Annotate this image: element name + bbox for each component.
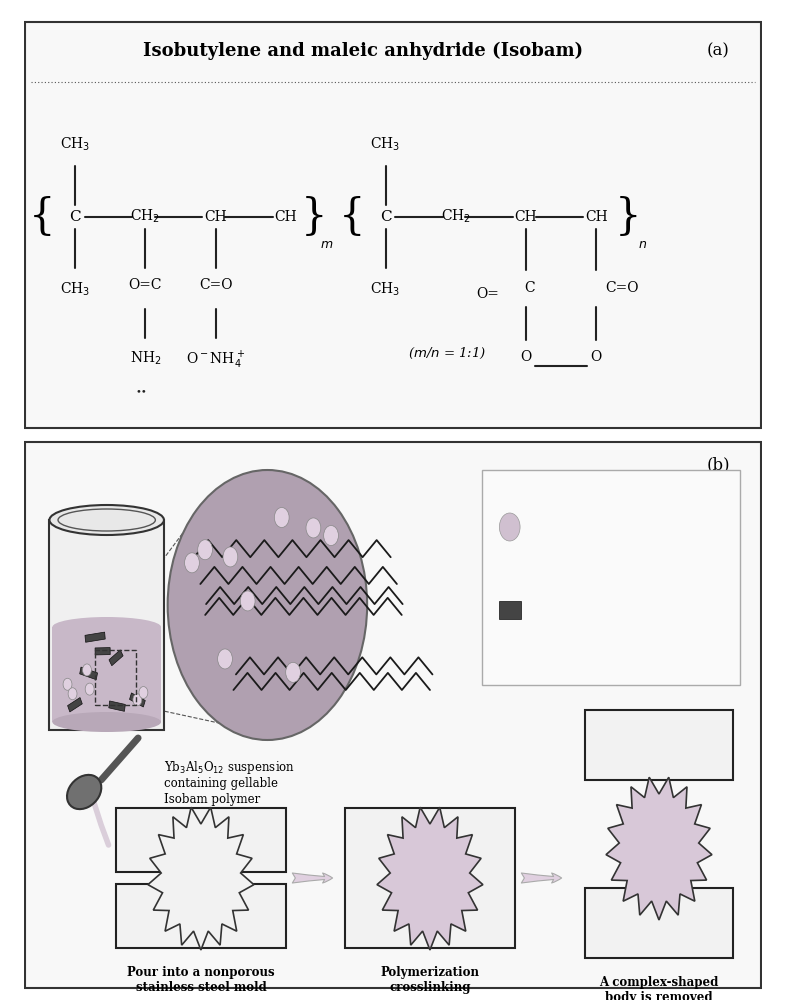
Text: }: } bbox=[615, 196, 641, 238]
Text: $n$: $n$ bbox=[638, 238, 647, 251]
Ellipse shape bbox=[67, 775, 101, 809]
Text: CH: CH bbox=[585, 210, 608, 224]
Circle shape bbox=[198, 540, 212, 560]
Text: Isobutylene and maleic anhydride (Isobam): Isobutylene and maleic anhydride (Isobam… bbox=[143, 42, 583, 60]
Text: }: } bbox=[301, 196, 327, 238]
Text: Yb$_3$Al$_5$O$_{12}$ powder: Yb$_3$Al$_5$O$_{12}$ powder bbox=[530, 518, 653, 536]
Text: O$^-$NH$_4^+$: O$^-$NH$_4^+$ bbox=[186, 350, 245, 371]
Circle shape bbox=[167, 470, 367, 740]
Text: $m$: $m$ bbox=[320, 238, 333, 251]
Ellipse shape bbox=[53, 617, 161, 637]
Ellipse shape bbox=[50, 505, 164, 535]
Polygon shape bbox=[108, 701, 125, 711]
Text: C: C bbox=[380, 210, 391, 224]
Text: CH$_2$: CH$_2$ bbox=[130, 208, 160, 226]
Circle shape bbox=[83, 664, 91, 676]
Text: CH: CH bbox=[274, 210, 297, 224]
Text: {: { bbox=[29, 196, 55, 238]
Bar bbox=[116, 884, 286, 948]
Polygon shape bbox=[68, 698, 83, 712]
Text: CH: CH bbox=[204, 210, 227, 224]
Bar bbox=[585, 888, 733, 958]
Polygon shape bbox=[95, 648, 110, 655]
Text: CH$_3$: CH$_3$ bbox=[61, 135, 90, 153]
Bar bbox=[116, 808, 286, 872]
Circle shape bbox=[285, 662, 300, 682]
Polygon shape bbox=[377, 807, 483, 950]
Text: O: O bbox=[520, 350, 531, 364]
Text: O=: O= bbox=[476, 286, 499, 300]
Circle shape bbox=[324, 526, 339, 546]
Text: (b): (b) bbox=[707, 456, 730, 474]
Circle shape bbox=[306, 518, 321, 538]
Text: A complex-shaped
body is removed
from the mold: A complex-shaped body is removed from th… bbox=[599, 976, 718, 1000]
Circle shape bbox=[499, 513, 520, 541]
Text: C=O: C=O bbox=[605, 281, 639, 295]
Text: {: { bbox=[339, 196, 365, 238]
Text: CH: CH bbox=[515, 210, 538, 224]
Bar bbox=[50, 520, 164, 730]
Text: CH$_3$: CH$_3$ bbox=[61, 281, 90, 298]
Circle shape bbox=[139, 687, 148, 699]
FancyBboxPatch shape bbox=[25, 442, 761, 988]
Circle shape bbox=[68, 688, 77, 700]
Text: C: C bbox=[524, 281, 535, 295]
Text: CH$_2$: CH$_2$ bbox=[441, 208, 471, 226]
Text: NH$_2$: NH$_2$ bbox=[130, 350, 161, 367]
Bar bbox=[585, 710, 733, 780]
Polygon shape bbox=[79, 667, 97, 680]
Circle shape bbox=[274, 508, 289, 528]
Text: CH$_3$: CH$_3$ bbox=[370, 135, 401, 153]
Polygon shape bbox=[109, 650, 123, 666]
Text: Polymerization
crosslinking: Polymerization crosslinking bbox=[380, 966, 479, 994]
Bar bbox=[53, 627, 161, 722]
Text: C=O: C=O bbox=[199, 278, 233, 292]
Polygon shape bbox=[148, 807, 254, 950]
Text: O=C: O=C bbox=[129, 278, 162, 292]
Circle shape bbox=[185, 553, 200, 573]
Polygon shape bbox=[498, 601, 521, 619]
Bar bbox=[95, 650, 136, 705]
Polygon shape bbox=[85, 632, 105, 642]
Text: Isobam polymer: Isobam polymer bbox=[530, 603, 637, 616]
FancyBboxPatch shape bbox=[25, 22, 761, 428]
Text: CH$_3$: CH$_3$ bbox=[370, 281, 401, 298]
Text: Yb$_3$Al$_5$O$_{12}$ suspension
containing gellable
Isobam polymer: Yb$_3$Al$_5$O$_{12}$ suspension containi… bbox=[164, 758, 295, 806]
Text: (a): (a) bbox=[707, 43, 729, 60]
Circle shape bbox=[63, 678, 72, 690]
Circle shape bbox=[223, 547, 238, 567]
Circle shape bbox=[241, 591, 255, 611]
Circle shape bbox=[218, 649, 233, 669]
Text: Pour into a nonporous
stainless steel mold: Pour into a nonporous stainless steel mo… bbox=[127, 966, 275, 994]
Text: O: O bbox=[590, 350, 602, 364]
Ellipse shape bbox=[53, 712, 161, 732]
Text: ($m$/$n$ = 1:1): ($m$/$n$ = 1:1) bbox=[408, 346, 487, 361]
FancyBboxPatch shape bbox=[482, 470, 740, 685]
Polygon shape bbox=[606, 777, 712, 920]
Text: C: C bbox=[69, 210, 81, 224]
Circle shape bbox=[85, 683, 94, 695]
Text: ••: •• bbox=[136, 387, 148, 396]
Circle shape bbox=[133, 694, 141, 706]
Bar bbox=[345, 808, 515, 948]
Polygon shape bbox=[130, 693, 145, 707]
